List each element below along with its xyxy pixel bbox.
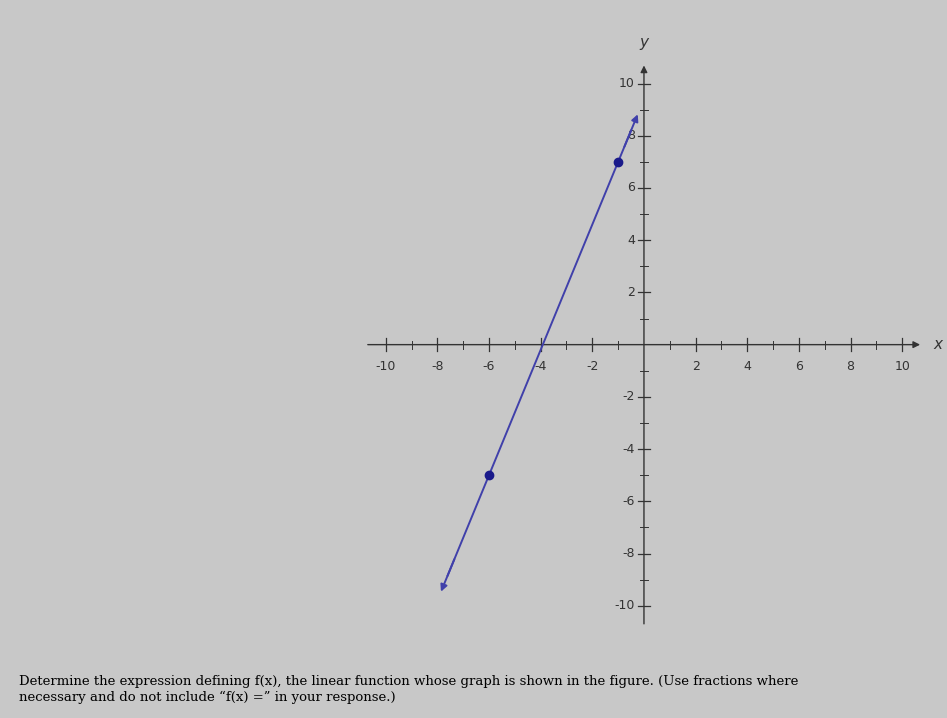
Text: 2: 2 [627, 286, 634, 299]
Text: Determine the expression defining f(x), the linear function whose graph is shown: Determine the expression defining f(x), … [19, 676, 798, 704]
Text: -4: -4 [622, 442, 634, 456]
Text: x: x [933, 337, 942, 352]
Text: -10: -10 [376, 360, 396, 373]
Text: 2: 2 [691, 360, 700, 373]
Text: y: y [639, 34, 649, 50]
Text: -2: -2 [622, 391, 634, 404]
Text: 8: 8 [627, 129, 634, 142]
Text: -2: -2 [586, 360, 599, 373]
Text: 10: 10 [619, 77, 634, 90]
Text: 4: 4 [627, 233, 634, 247]
Text: -8: -8 [622, 547, 634, 560]
Text: 6: 6 [795, 360, 803, 373]
Text: -6: -6 [483, 360, 495, 373]
Text: 8: 8 [847, 360, 854, 373]
Text: 10: 10 [894, 360, 910, 373]
Text: -6: -6 [622, 495, 634, 508]
Text: 6: 6 [627, 182, 634, 195]
Text: -10: -10 [615, 600, 634, 612]
Text: -8: -8 [431, 360, 443, 373]
Text: -4: -4 [534, 360, 546, 373]
Text: 4: 4 [743, 360, 751, 373]
